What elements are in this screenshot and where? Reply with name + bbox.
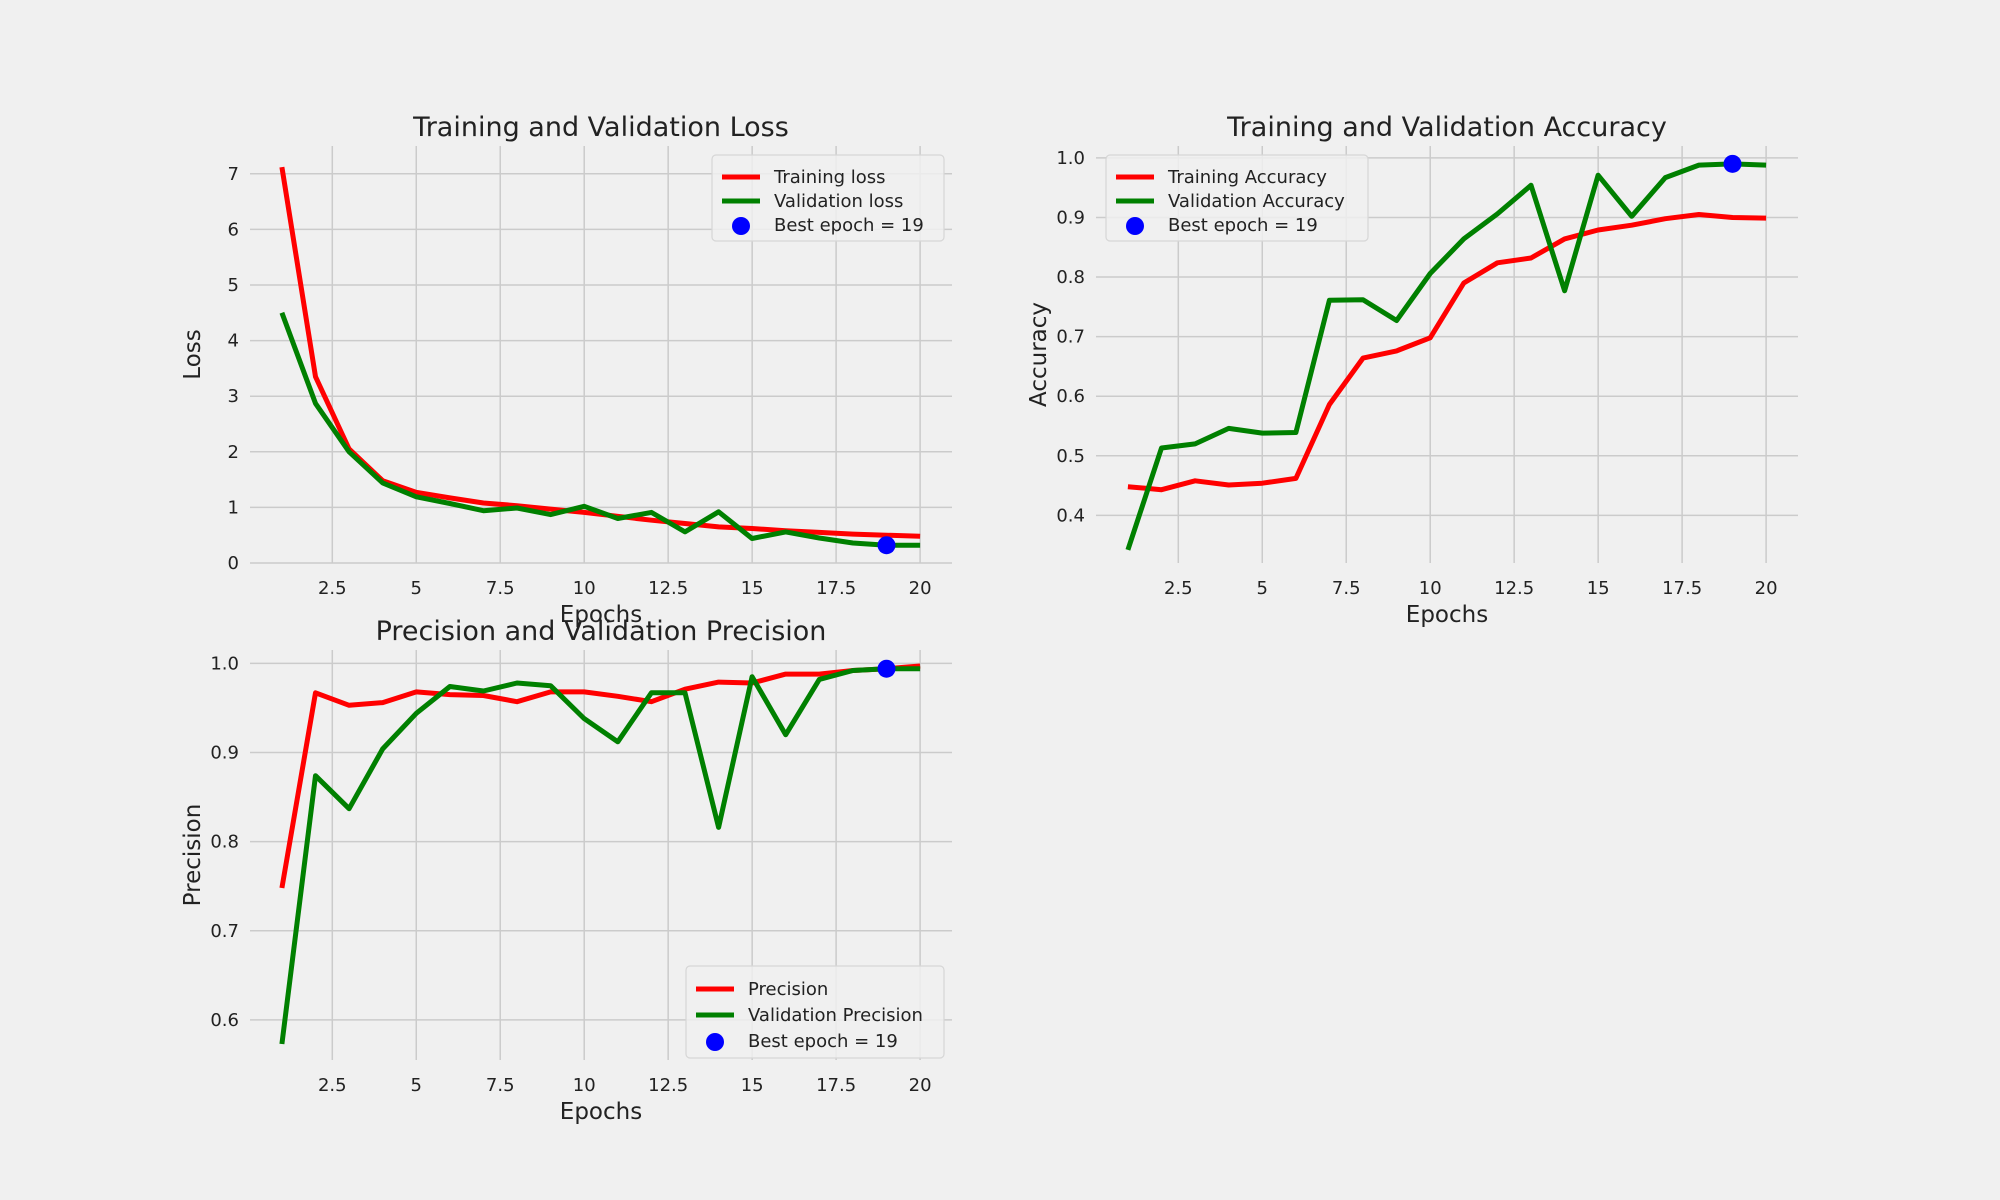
x-tick-label: 20 <box>909 1075 932 1096</box>
y-tick-label: 0.8 <box>1056 267 1085 288</box>
x-tick-label: 15 <box>741 1075 764 1096</box>
chart-panel-1: 2.5 5 7.5 10 12.5 15 17.5 20 0 1 2 3 4 5 6 7 Training an… <box>180 112 952 628</box>
legend: Precision Validation Precision Best epoch … <box>685 965 945 1059</box>
series-line-validation <box>279 666 921 1045</box>
legend-box <box>685 965 945 1059</box>
y-tick-label: 0.9 <box>1056 207 1085 228</box>
x-tick-label: 12.5 <box>1494 578 1534 599</box>
chart-panel-2: 2.5 5 7.5 10 12.5 15 17.5 20 0.4 0.5 0.6 0.7 0.8 0.9 1… <box>1026 112 1798 628</box>
x-tick-label: 5 <box>411 578 422 599</box>
x-tick-label: 10 <box>573 1075 596 1096</box>
y-tick-label: 0.7 <box>210 921 239 942</box>
legend-best-marker <box>1126 217 1144 235</box>
y-tick-label: 3 <box>228 386 239 407</box>
legend-label: Validation Accuracy <box>1168 191 1345 212</box>
legend-label: Training loss <box>773 167 886 188</box>
x-tick-label: 17.5 <box>816 1075 856 1096</box>
y-tick-label: 0.9 <box>210 743 239 764</box>
legend-label: Best epoch = 19 <box>1168 215 1318 236</box>
series-line-validation <box>279 311 921 548</box>
y-tick-label: 0.7 <box>1056 327 1085 348</box>
chart-title: Training and Validation Accuracy <box>1226 112 1667 143</box>
x-tick-label: 7.5 <box>486 1075 515 1096</box>
x-axis-label: Epochs <box>1406 602 1488 628</box>
legend-label: Best epoch = 19 <box>774 215 924 236</box>
chart-panel-3: 2.5 5 7.5 10 12.5 15 17.5 20 0.6 0.7 0.8 0.9 1.0 Prec… <box>180 616 952 1125</box>
x-axis-label: Epochs <box>560 1099 642 1125</box>
legend-box <box>1105 154 1369 242</box>
legend: Training Accuracy Validation Accuracy Best… <box>1105 154 1369 242</box>
x-tick-label: 2.5 <box>318 578 347 599</box>
y-axis-label: Precision <box>180 804 206 907</box>
y-axis-label: Accuracy <box>1026 302 1052 407</box>
legend-label: Training Accuracy <box>1167 167 1327 188</box>
y-tick-label: 0.4 <box>1056 505 1085 526</box>
x-tick-label: 15 <box>1587 578 1610 599</box>
legend-label: Best epoch = 19 <box>748 1031 898 1052</box>
x-tick-label: 15 <box>741 578 764 599</box>
legend-label: Precision <box>748 979 828 1000</box>
y-tick-label: 1.0 <box>1056 148 1085 169</box>
x-tick-label: 10 <box>1419 578 1442 599</box>
legend-best-marker <box>732 217 750 235</box>
y-tick-label: 0.6 <box>210 1010 239 1031</box>
legend-label: Validation Precision <box>748 1005 923 1026</box>
legend-best-marker <box>706 1033 724 1051</box>
best-epoch-point <box>877 659 896 678</box>
y-tick-label: 1.0 <box>210 653 239 674</box>
series-line-training <box>1127 212 1767 493</box>
x-tick-label: 20 <box>1755 578 1778 599</box>
y-tick-label: 6 <box>228 219 239 240</box>
x-tick-label: 2.5 <box>1164 578 1193 599</box>
x-tick-label: 12.5 <box>648 1075 688 1096</box>
x-tick-label: 17.5 <box>1662 578 1702 599</box>
y-tick-label: 0 <box>228 553 239 574</box>
best-epoch-point <box>877 536 896 555</box>
x-tick-label: 2.5 <box>318 1075 347 1096</box>
y-tick-label: 1 <box>228 497 239 518</box>
series-line-validation <box>1125 161 1767 551</box>
series-line-training <box>279 663 921 889</box>
legend: Training loss Validation loss Best epoch =… <box>711 154 945 242</box>
y-tick-label: 0.8 <box>210 832 239 853</box>
x-tick-label: 7.5 <box>486 578 515 599</box>
legend-box <box>711 154 945 242</box>
x-tick-label: 5 <box>1257 578 1268 599</box>
y-tick-label: 0.6 <box>1056 386 1085 407</box>
y-axis-label: Loss <box>180 329 206 379</box>
y-tick-label: 7 <box>228 164 239 185</box>
chart-title: Precision and Validation Precision <box>376 616 827 647</box>
y-tick-label: 4 <box>228 331 239 352</box>
x-tick-label: 7.5 <box>1332 578 1361 599</box>
legend-label: Validation loss <box>774 191 903 212</box>
x-tick-label: 5 <box>411 1075 422 1096</box>
chart-title: Training and Validation Loss <box>412 112 789 143</box>
x-tick-label: 10 <box>573 578 596 599</box>
y-tick-label: 2 <box>228 442 239 463</box>
best-epoch-point <box>1723 154 1742 173</box>
y-tick-label: 5 <box>228 275 239 296</box>
x-axis-label: Epochs <box>560 602 642 628</box>
x-tick-label: 12.5 <box>648 578 688 599</box>
x-tick-label: 17.5 <box>816 578 856 599</box>
y-tick-label: 0.5 <box>1056 446 1085 467</box>
x-tick-label: 20 <box>909 578 932 599</box>
